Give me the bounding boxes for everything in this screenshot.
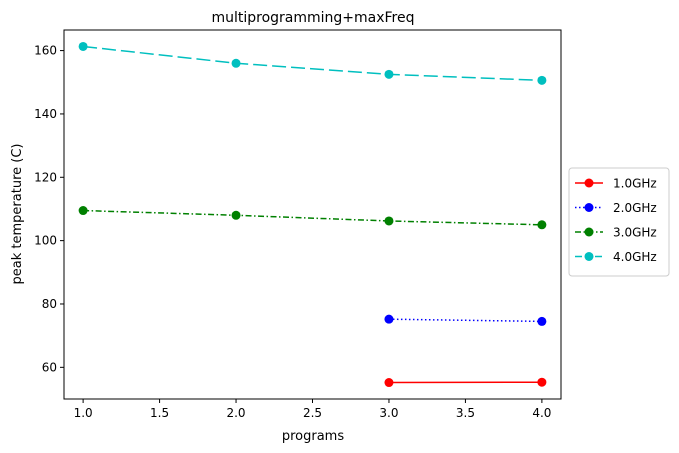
data-point	[231, 210, 241, 220]
y-tick-label: 120	[34, 170, 57, 184]
x-tick-label: 3.5	[456, 406, 475, 420]
y-tick-label: 80	[42, 297, 57, 311]
data-point	[384, 378, 394, 388]
data-point	[231, 58, 241, 68]
data-point	[537, 220, 547, 230]
x-tick-label: 1.5	[150, 406, 169, 420]
series-line-2-0GHz	[388, 318, 542, 323]
data-point	[537, 377, 547, 387]
data-point	[537, 75, 547, 85]
data-point	[537, 316, 547, 326]
x-tick-label: 2.5	[303, 406, 322, 420]
legend-label: 2.0GHz	[613, 201, 657, 215]
legend-marker	[584, 252, 594, 261]
x-axis-label: programs	[282, 429, 344, 444]
legend-marker	[584, 203, 594, 212]
chart-title: multiprogramming+maxFreq	[211, 10, 414, 26]
data-point	[384, 216, 394, 226]
legend: 1.0GHz 2.0GHz 3.0GHz 4.0GHz	[568, 167, 670, 277]
x-tick-label: 1.0	[74, 406, 93, 420]
y-axis-label: peak temperature (C)	[10, 144, 25, 285]
legend-label: 1.0GHz	[613, 177, 657, 191]
x-tick-label: 2.0	[226, 406, 245, 420]
legend-label: 3.0GHz	[613, 226, 657, 240]
series-layer	[78, 41, 547, 388]
legend-marker	[584, 227, 594, 237]
x-axis: 1.0 1.5 2.0 2.5 3.0 3.5 4.0	[74, 399, 551, 420]
data-point	[78, 41, 88, 51]
y-axis: 60 80 100 120 140 160	[34, 44, 64, 374]
data-point	[384, 314, 394, 324]
plot-frame	[63, 29, 562, 400]
x-tick-label: 3.0	[379, 406, 398, 420]
y-tick-label: 60	[42, 360, 57, 374]
y-tick-label: 140	[34, 107, 57, 121]
series-line-3-0GHz	[83, 209, 542, 226]
legend-marker	[584, 178, 594, 188]
legend-box	[568, 167, 670, 277]
data-point	[384, 69, 394, 79]
data-point	[78, 206, 88, 216]
y-tick-label: 100	[34, 234, 57, 248]
y-tick-label: 160	[34, 44, 57, 58]
series-line-4-0GHz	[83, 45, 542, 82]
legend-label: 4.0GHz	[613, 250, 657, 264]
x-tick-label: 4.0	[532, 406, 551, 420]
